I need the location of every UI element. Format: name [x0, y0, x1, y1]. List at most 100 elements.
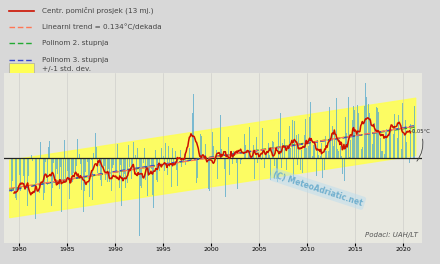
Bar: [17, 158, 18, 193]
Bar: [276, 158, 277, 179]
Bar: [361, 149, 362, 158]
Bar: [277, 158, 278, 182]
Text: Polinom 3. stupnja: Polinom 3. stupnja: [42, 56, 109, 63]
Bar: [75, 158, 76, 173]
Bar: [21, 158, 22, 171]
Bar: [190, 100, 191, 158]
Bar: [288, 145, 289, 158]
Bar: [321, 143, 322, 158]
Text: Linearni trend = 0.134°C/dekada: Linearni trend = 0.134°C/dekada: [42, 24, 161, 30]
Bar: [48, 147, 49, 158]
Bar: [316, 158, 317, 176]
Bar: [116, 158, 117, 172]
Bar: [230, 158, 231, 159]
Bar: [67, 158, 68, 171]
Bar: [140, 158, 141, 186]
Bar: [137, 148, 138, 158]
Bar: [139, 158, 140, 236]
Bar: [110, 158, 111, 180]
Bar: [280, 113, 281, 158]
Bar: [173, 158, 174, 162]
Bar: [169, 158, 170, 167]
Bar: [234, 141, 235, 158]
Bar: [266, 153, 267, 158]
Bar: [71, 158, 72, 175]
Bar: [151, 158, 152, 169]
Bar: [108, 158, 109, 169]
Bar: [152, 158, 153, 195]
Bar: [39, 158, 40, 192]
Bar: [25, 158, 26, 192]
Bar: [217, 158, 218, 179]
Bar: [358, 113, 359, 158]
Bar: [319, 141, 320, 158]
Bar: [141, 158, 142, 188]
Bar: [112, 158, 113, 168]
Bar: [229, 158, 230, 175]
Bar: [329, 107, 330, 158]
Bar: [270, 158, 271, 180]
Bar: [325, 136, 326, 158]
Bar: [69, 158, 70, 199]
Bar: [320, 156, 321, 158]
Bar: [186, 158, 187, 164]
Bar: [274, 158, 275, 166]
Bar: [104, 158, 105, 166]
Bar: [352, 120, 353, 158]
Bar: [341, 157, 342, 158]
Bar: [63, 158, 64, 179]
Text: +/-1 std. dev.: +/-1 std. dev.: [42, 66, 91, 72]
Bar: [129, 158, 130, 167]
Bar: [103, 158, 104, 168]
Bar: [390, 126, 391, 158]
Bar: [260, 156, 261, 158]
Bar: [220, 115, 221, 158]
Bar: [306, 148, 307, 158]
Bar: [273, 142, 274, 158]
Bar: [109, 158, 110, 182]
Bar: [142, 158, 143, 185]
Bar: [155, 150, 156, 158]
Bar: [213, 146, 214, 158]
Text: -0,05°C: -0,05°C: [411, 129, 430, 161]
Bar: [124, 158, 125, 174]
Bar: [312, 156, 313, 158]
Bar: [314, 144, 315, 158]
Bar: [313, 145, 314, 158]
Bar: [149, 158, 150, 173]
Bar: [31, 155, 32, 158]
Bar: [185, 158, 186, 165]
Bar: [97, 158, 98, 173]
Bar: [315, 95, 316, 158]
Bar: [381, 151, 382, 158]
Bar: [32, 158, 33, 161]
Bar: [157, 158, 158, 182]
Bar: [308, 146, 309, 158]
Bar: [245, 145, 246, 158]
Bar: [236, 158, 237, 163]
Bar: [348, 97, 349, 158]
Bar: [13, 158, 14, 219]
Bar: [96, 147, 97, 158]
FancyBboxPatch shape: [9, 63, 33, 73]
Bar: [89, 158, 90, 197]
Bar: [20, 158, 21, 191]
Bar: [413, 129, 414, 158]
Bar: [168, 146, 169, 158]
Bar: [268, 143, 269, 158]
Bar: [224, 158, 225, 169]
Bar: [285, 158, 286, 159]
Bar: [195, 128, 196, 158]
Bar: [337, 149, 338, 158]
Bar: [181, 158, 182, 167]
Bar: [100, 158, 101, 180]
Bar: [70, 158, 71, 168]
Bar: [385, 132, 386, 158]
Bar: [346, 133, 347, 158]
Bar: [132, 158, 133, 168]
Bar: [272, 141, 273, 158]
Bar: [57, 158, 58, 174]
Bar: [58, 158, 59, 203]
Bar: [60, 158, 61, 167]
Bar: [150, 146, 151, 158]
